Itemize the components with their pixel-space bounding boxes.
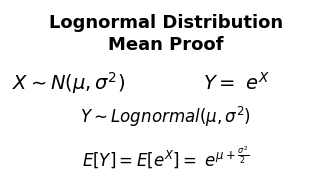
Text: $Y = \ e^{X}$: $Y = \ e^{X}$: [203, 72, 269, 94]
Text: $E[Y] = E[e^{X}] = \ e^{\mu + \frac{\sigma^2}{2}}$: $E[Y] = E[e^{X}] = \ e^{\mu + \frac{\sig…: [83, 145, 250, 170]
Text: $Y \sim Lognormal(\mu, \sigma^2)$: $Y \sim Lognormal(\mu, \sigma^2)$: [80, 105, 252, 129]
Text: Lognormal Distribution
Mean Proof: Lognormal Distribution Mean Proof: [49, 14, 283, 54]
Text: $X \sim N(\mu, \sigma^2)$: $X \sim N(\mu, \sigma^2)$: [12, 70, 125, 96]
